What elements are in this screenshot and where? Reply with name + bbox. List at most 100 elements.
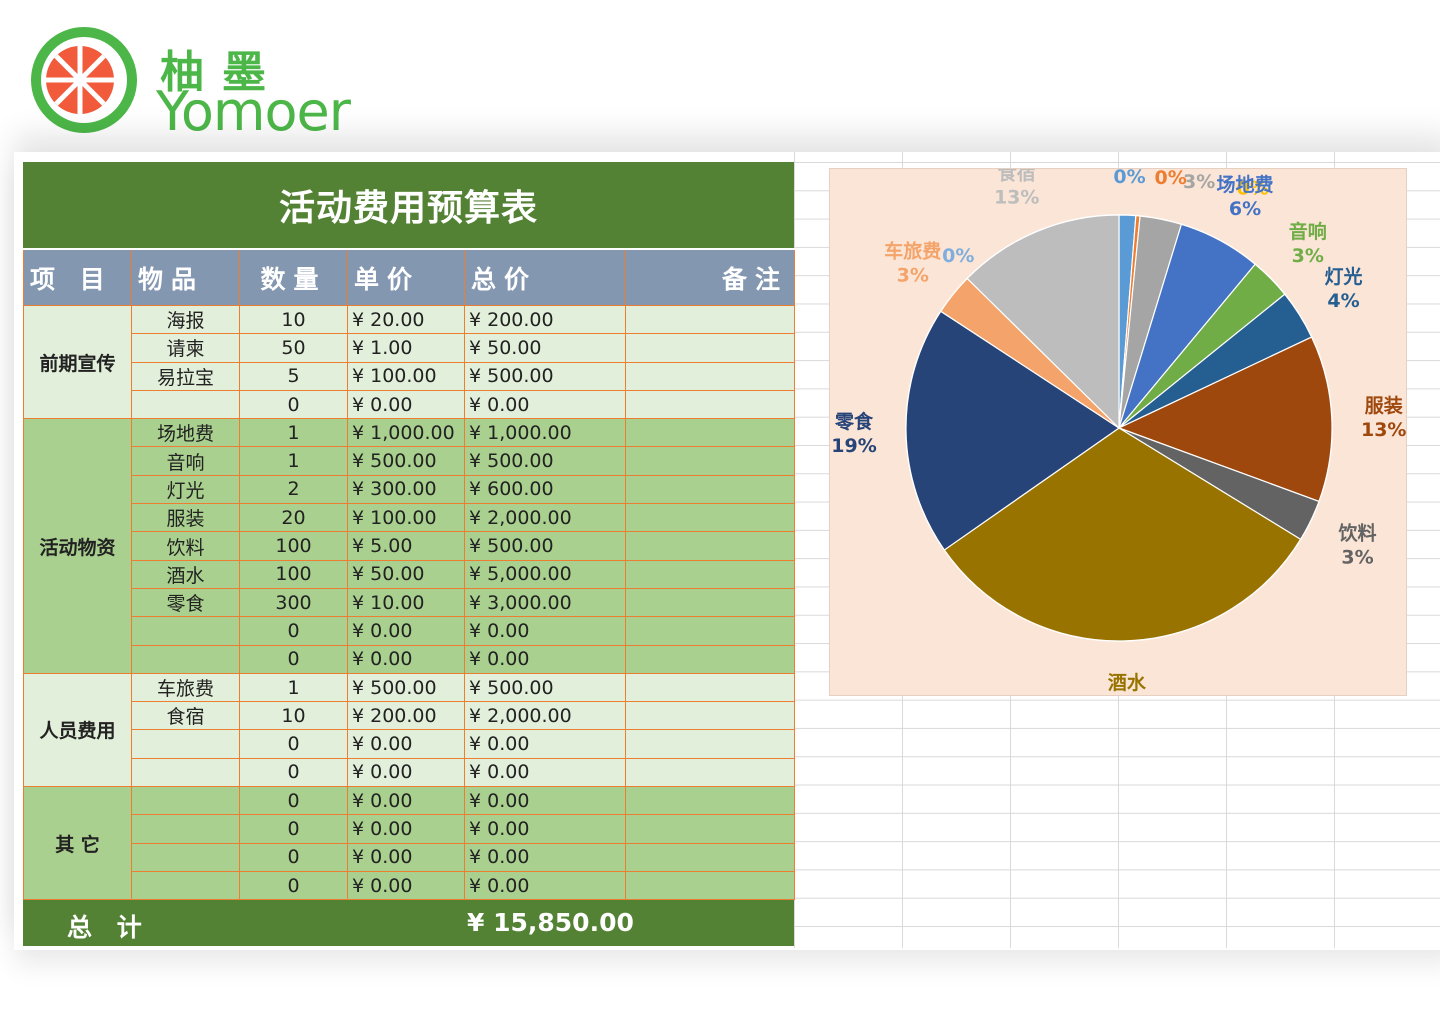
- notes-cell[interactable]: [625, 616, 795, 646]
- header-qty[interactable]: 数量: [239, 248, 348, 306]
- qty-cell[interactable]: 100: [239, 531, 348, 561]
- price-cell[interactable]: ¥ 100.00: [347, 361, 465, 391]
- category-cell[interactable]: 人员费用: [23, 672, 132, 788]
- notes-cell[interactable]: [625, 587, 795, 618]
- qty-cell[interactable]: 1: [239, 418, 348, 448]
- notes-cell[interactable]: [625, 474, 795, 505]
- qty-cell[interactable]: 1: [239, 446, 348, 476]
- category-cell[interactable]: 前期宣传: [23, 304, 132, 420]
- total-cell[interactable]: ¥ 500.00: [464, 672, 626, 703]
- pie-slice[interactable]: [1117, 336, 1333, 503]
- notes-cell[interactable]: [625, 361, 795, 391]
- item-cell[interactable]: 服装: [131, 503, 240, 533]
- total-cell[interactable]: ¥ 500.00: [464, 446, 626, 476]
- qty-cell[interactable]: 0: [239, 786, 348, 816]
- total-cell[interactable]: ¥ 0.00: [464, 757, 626, 788]
- price-cell[interactable]: ¥ 50.00: [347, 559, 465, 589]
- total-cell[interactable]: ¥ 0.00: [464, 389, 626, 420]
- total-cell[interactable]: ¥ 3,000.00: [464, 587, 626, 618]
- price-cell[interactable]: ¥ 5.00: [347, 531, 465, 561]
- notes-cell[interactable]: [625, 333, 795, 363]
- item-cell[interactable]: [131, 389, 240, 420]
- total-cell[interactable]: ¥ 0.00: [464, 644, 626, 674]
- price-cell[interactable]: ¥ 0.00: [347, 870, 465, 901]
- notes-cell[interactable]: [625, 503, 795, 533]
- item-cell[interactable]: 音响: [131, 446, 240, 476]
- item-cell[interactable]: 酒水: [131, 559, 240, 589]
- item-cell[interactable]: [131, 644, 240, 674]
- qty-cell[interactable]: 20: [239, 503, 348, 533]
- notes-cell[interactable]: [625, 701, 795, 731]
- item-cell[interactable]: [131, 870, 240, 901]
- item-cell[interactable]: 车旅费: [131, 672, 240, 703]
- price-cell[interactable]: ¥ 0.00: [347, 842, 465, 872]
- notes-cell[interactable]: [625, 757, 795, 788]
- price-cell[interactable]: ¥ 20.00: [347, 304, 465, 335]
- total-cell[interactable]: ¥ 0.00: [464, 729, 626, 759]
- notes-cell[interactable]: [625, 559, 795, 589]
- notes-cell[interactable]: [625, 786, 795, 816]
- item-cell[interactable]: [131, 729, 240, 759]
- qty-cell[interactable]: 100: [239, 559, 348, 589]
- price-cell[interactable]: ¥ 0.00: [347, 616, 465, 646]
- item-cell[interactable]: [131, 814, 240, 844]
- qty-cell[interactable]: 1: [239, 672, 348, 703]
- total-cell[interactable]: ¥ 500.00: [464, 361, 626, 391]
- notes-cell[interactable]: [625, 842, 795, 872]
- item-cell[interactable]: 场地费: [131, 418, 240, 448]
- notes-cell[interactable]: [625, 418, 795, 448]
- total-cell[interactable]: ¥ 600.00: [464, 474, 626, 505]
- notes-cell[interactable]: [625, 446, 795, 476]
- total-cell[interactable]: ¥ 1,000.00: [464, 418, 626, 448]
- price-cell[interactable]: ¥ 0.00: [347, 389, 465, 420]
- qty-cell[interactable]: 0: [239, 644, 348, 674]
- price-cell[interactable]: ¥ 10.00: [347, 587, 465, 618]
- notes-cell[interactable]: [625, 672, 795, 703]
- category-cell[interactable]: 活动物资: [23, 418, 132, 674]
- item-cell[interactable]: 易拉宝: [131, 361, 240, 391]
- total-cell[interactable]: ¥ 5,000.00: [464, 559, 626, 589]
- qty-cell[interactable]: 0: [239, 870, 348, 901]
- notes-cell[interactable]: [625, 531, 795, 561]
- notes-cell[interactable]: [625, 644, 795, 674]
- total-cell[interactable]: ¥ 200.00: [464, 304, 626, 335]
- item-cell[interactable]: [131, 786, 240, 816]
- pie-slice[interactable]: [966, 214, 1120, 430]
- price-cell[interactable]: ¥ 0.00: [347, 644, 465, 674]
- header-item[interactable]: 物品: [131, 248, 240, 306]
- total-cell[interactable]: ¥ 0.00: [464, 814, 626, 844]
- notes-cell[interactable]: [625, 814, 795, 844]
- price-cell[interactable]: ¥ 100.00: [347, 503, 465, 533]
- total-cell[interactable]: ¥ 0.00: [464, 870, 626, 901]
- notes-cell[interactable]: [625, 870, 795, 901]
- price-cell[interactable]: ¥ 500.00: [347, 672, 465, 703]
- item-cell[interactable]: 食宿: [131, 701, 240, 731]
- category-cell[interactable]: 其 它: [23, 786, 132, 901]
- qty-cell[interactable]: 300: [239, 587, 348, 618]
- qty-cell[interactable]: 0: [239, 842, 348, 872]
- item-cell[interactable]: [131, 757, 240, 788]
- qty-cell[interactable]: 2: [239, 474, 348, 505]
- qty-cell[interactable]: 5: [239, 361, 348, 391]
- total-cell[interactable]: ¥ 50.00: [464, 333, 626, 363]
- qty-cell[interactable]: 10: [239, 701, 348, 731]
- qty-cell[interactable]: 0: [239, 757, 348, 788]
- price-cell[interactable]: ¥ 0.00: [347, 814, 465, 844]
- price-cell[interactable]: ¥ 0.00: [347, 786, 465, 816]
- qty-cell[interactable]: 0: [239, 814, 348, 844]
- item-cell[interactable]: 请柬: [131, 333, 240, 363]
- price-cell[interactable]: ¥ 300.00: [347, 474, 465, 505]
- total-value[interactable]: ¥ 15,850.00: [467, 908, 634, 938]
- header-category[interactable]: 项 目: [23, 248, 132, 306]
- qty-cell[interactable]: 0: [239, 729, 348, 759]
- price-cell[interactable]: ¥ 1,000.00: [347, 418, 465, 448]
- qty-cell[interactable]: 0: [239, 616, 348, 646]
- item-cell[interactable]: 饮料: [131, 531, 240, 561]
- price-cell[interactable]: ¥ 500.00: [347, 446, 465, 476]
- qty-cell[interactable]: 10: [239, 304, 348, 335]
- header-total[interactable]: 总价: [464, 248, 626, 306]
- total-cell[interactable]: ¥ 0.00: [464, 616, 626, 646]
- price-cell[interactable]: ¥ 200.00: [347, 701, 465, 731]
- total-cell[interactable]: ¥ 500.00: [464, 531, 626, 561]
- qty-cell[interactable]: 50: [239, 333, 348, 363]
